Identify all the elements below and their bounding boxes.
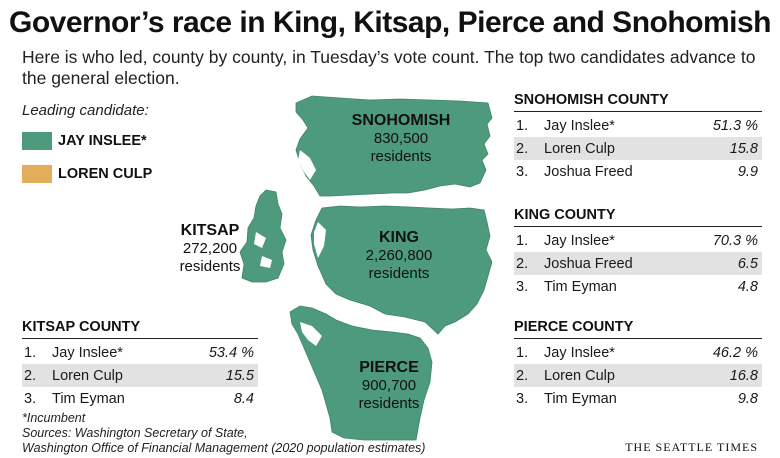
pierce-results-title: PIERCE COUNTY [514,319,762,339]
king-results-table: KING COUNTY 1. Jay Inslee* 70.3 % 2. Joshua… [514,207,762,298]
page-title: Governor’s race in King, Kitsap, Pierce … [8,6,772,39]
vote-percent: 15.5 [225,367,254,384]
rank: 1. [516,117,529,134]
table-row: 2. Loren Culp 15.8 [514,137,762,160]
candidate-name: Jay Inslee* [52,344,123,361]
sources-line-2: Washington Office of Financial Managemen… [22,441,426,455]
pierce-sound [300,322,322,346]
snohomish-map-residents: 830,500 [373,130,429,147]
candidate-name: Tim Eyman [544,278,617,295]
snohomish-results-table: SNOHOMISH COUNTY 1. Jay Inslee* 51.3 % 2. L… [514,92,762,183]
footnote: *Incumbent Sources: Washington Secretary… [22,411,425,456]
rank: 1. [516,232,529,249]
page-subtitle: Here is who led, county by county, in Tu… [22,47,756,88]
table-row: 1. Jay Inslee* 70.3 % [514,229,762,252]
candidate-name: Joshua Freed [544,163,633,180]
vote-percent: 8.4 [233,390,254,407]
candidate-name: Jay Inslee* [544,117,615,134]
kitsap-map-name: KITSAP [180,222,240,239]
table-row: 1. Jay Inslee* 51.3 % [514,114,762,137]
snohomish-inlet [298,150,316,180]
kitsap-map-label: KITSAP 272,200 residents [172,222,248,276]
snohomish-map-name: SNOHOMISH [351,112,451,129]
rank: 3. [516,390,529,407]
snohomish-county-shape [295,95,493,197]
king-lake [314,222,326,258]
table-row: 3. Tim Eyman 4.8 [514,275,762,298]
legend-item-inslee: JAY INSLEE* [22,131,147,151]
vote-percent: 9.8 [737,390,758,407]
candidate-name: Loren Culp [52,367,123,384]
table-row: 1. Jay Inslee* 46.2 % [514,341,762,364]
publisher-credit: THE SEATTLE TIMES [625,440,758,454]
vote-percent: 46.2 % [712,344,758,361]
table-row: 2. Loren Culp 16.8 [514,364,762,387]
pierce-results-table: PIERCE COUNTY 1. Jay Inslee* 46.2 % 2. Lore… [514,319,762,410]
candidate-name: Jay Inslee* [544,232,615,249]
pierce-county-shape [289,305,433,441]
vote-percent: 4.8 [737,278,758,295]
rank: 2. [516,140,529,157]
kitsap-map-residents-suffix: residents [179,258,241,275]
vote-percent: 53.4 % [208,344,254,361]
king-results-title: KING COUNTY [514,207,762,227]
incumbent-note: *Incumbent [22,411,86,425]
vote-percent: 6.5 [737,255,758,272]
pierce-map-name: PIERCE [359,359,419,376]
kitsap-bay-1 [254,232,266,248]
candidate-name: Tim Eyman [544,390,617,407]
snohomish-map-label: SNOHOMISH 830,500 residents [336,112,466,166]
king-map-name: KING [379,229,419,246]
vote-percent: 16.8 [729,367,758,384]
king-map-label: KING 2,260,800 residents [344,229,454,283]
snohomish-map-residents-suffix: residents [370,148,432,165]
kitsap-county-shape [239,189,287,283]
table-row: 3. Tim Eyman 9.8 [514,387,762,410]
vote-percent: 70.3 % [712,232,758,249]
vote-percent: 9.9 [737,163,758,180]
rank: 3. [516,163,529,180]
candidate-name: Tim Eyman [52,390,125,407]
rank: 2. [24,367,37,384]
candidate-name: Jay Inslee* [544,344,615,361]
table-row: 3. Tim Eyman 8.4 [22,387,258,410]
kitsap-results-table: KITSAP COUNTY 1. Jay Inslee* 53.4 % 2. Lore… [22,319,258,410]
pierce-map-label: PIERCE 900,700 residents [334,359,444,413]
kitsap-results-title: KITSAP COUNTY [22,319,258,339]
table-row: 3. Joshua Freed 9.9 [514,160,762,183]
king-map-residents: 2,260,800 [365,247,433,264]
table-row: 2. Joshua Freed 6.5 [514,252,762,275]
vote-percent: 51.3 % [712,117,758,134]
legend-label-inslee: JAY INSLEE* [58,133,147,149]
legend-swatch-inslee [22,132,52,150]
snohomish-results-title: SNOHOMISH COUNTY [514,92,762,112]
candidate-name: Joshua Freed [544,255,633,272]
rank: 1. [516,344,529,361]
legend-title: Leading candidate: [22,102,149,119]
rank: 1. [24,344,37,361]
rank: 2. [516,367,529,384]
kitsap-bay-2 [260,256,272,268]
kitsap-map-residents: 272,200 [182,240,238,257]
vote-percent: 15.8 [729,140,758,157]
table-row: 2. Loren Culp 15.5 [22,364,258,387]
rank: 3. [24,390,37,407]
king-county-shape [310,205,493,335]
legend-label-culp: LOREN CULP [58,166,153,182]
legend-swatch-culp [22,165,52,183]
candidate-name: Loren Culp [544,367,615,384]
king-map-residents-suffix: residents [368,265,430,282]
rank: 2. [516,255,529,272]
pierce-map-residents: 900,700 [361,377,417,394]
rank: 3. [516,278,529,295]
legend-item-culp: LOREN CULP [22,164,152,184]
sources-line-1: Sources: Washington Secretary of State, [22,426,248,440]
table-row: 1. Jay Inslee* 53.4 % [22,341,258,364]
candidate-name: Loren Culp [544,140,615,157]
pierce-map-residents-suffix: residents [358,395,420,412]
